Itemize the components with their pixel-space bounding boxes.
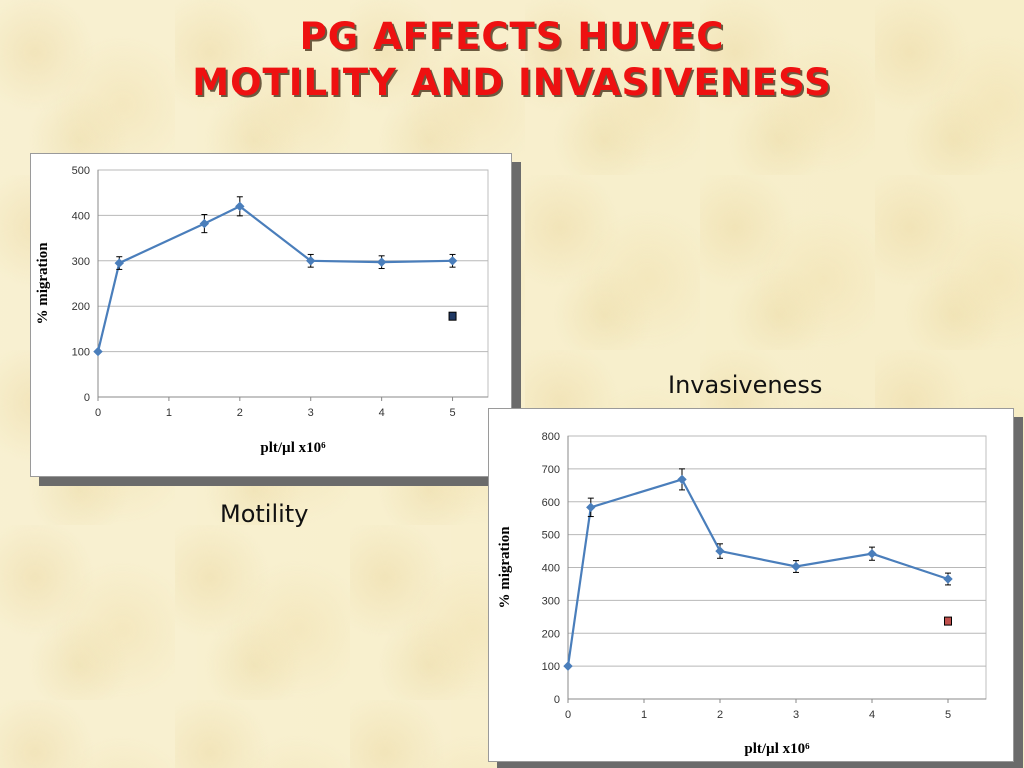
x-tick-label: 4: [379, 407, 385, 419]
data-point: [791, 561, 801, 572]
slide-title: PG AFFECTS HUVEC MOTILITY AND INVASIVENE…: [0, 14, 1024, 106]
x-tick-label: 2: [717, 709, 723, 721]
x-tick-label: 1: [166, 407, 172, 419]
x-tick-label: 4: [869, 709, 875, 721]
data-point: [586, 502, 596, 513]
y-tick-label: 0: [84, 392, 90, 404]
y-tick-label: 700: [542, 464, 560, 476]
x-tick-label: 3: [308, 407, 314, 419]
slide-title-line-1: PG AFFECTS HUVEC: [299, 15, 725, 58]
plot-area: [97, 169, 489, 398]
motility-caption: Motility: [220, 500, 309, 528]
invasiveness-chart: 0 100 200 300 400 500 600 700 800 0 1 2 3 4 5 plt/µl x1…: [497, 431, 987, 757]
slide-title-line-2: MOTILITY AND INVASIVENESS: [192, 61, 832, 104]
y-tick-label: 800: [542, 431, 560, 443]
y-tick-label: 300: [542, 595, 560, 607]
x-tick-label: 5: [945, 709, 951, 721]
y-tick-label: 100: [542, 661, 560, 673]
y-tick-label: 300: [72, 256, 90, 268]
extra-data-point: [944, 616, 952, 626]
data-point: [943, 574, 953, 584]
invasiveness-caption: Invasiveness: [668, 371, 823, 399]
x-tick-label: 0: [565, 709, 571, 721]
y-tick-label: 500: [72, 165, 90, 177]
y-axis-title: % migration: [35, 242, 51, 325]
x-tick-label: 2: [237, 407, 243, 419]
data-point: [563, 661, 573, 671]
y-tick-label: 100: [72, 347, 90, 359]
data-point: [93, 346, 103, 357]
motility-chart: 0 100 200 300 400 500 0 1 2 3 4 5 plt/µl x10⁶ % migra…: [35, 165, 489, 456]
data-point: [867, 548, 877, 559]
y-axis-title: % migration: [497, 526, 513, 609]
y-tick-label: 400: [72, 210, 90, 222]
data-point: [447, 256, 458, 266]
y-tick-label: 500: [542, 530, 560, 542]
data-point: [677, 474, 687, 485]
data-point: [235, 201, 245, 212]
data-point: [114, 258, 124, 268]
y-tick-label: 400: [542, 563, 560, 575]
data-point: [306, 256, 316, 266]
motility-chart-panel: 0 100 200 300 400 500 0 1 2 3 4 5 plt/µl x10⁶ % migra…: [30, 153, 512, 477]
x-axis-title: plt/µl x10⁶: [260, 440, 326, 456]
extra-data-point: [448, 311, 457, 321]
x-tick-label: 3: [793, 709, 799, 721]
y-tick-label: 200: [542, 628, 560, 640]
data-point: [199, 218, 210, 229]
x-tick-label: 5: [449, 407, 455, 419]
invasiveness-chart-panel: 0 100 200 300 400 500 600 700 800 0 1 2 3 4 5 plt/µl x1…: [488, 408, 1014, 762]
data-point: [376, 257, 387, 267]
x-tick-label: 1: [641, 709, 647, 721]
y-tick-label: 600: [542, 497, 560, 509]
y-tick-label: 0: [554, 694, 560, 706]
data-point: [715, 546, 725, 556]
y-tick-label: 200: [72, 301, 90, 313]
x-tick-label: 0: [95, 407, 101, 419]
x-axis-title: plt/µl x10⁶: [744, 741, 810, 757]
